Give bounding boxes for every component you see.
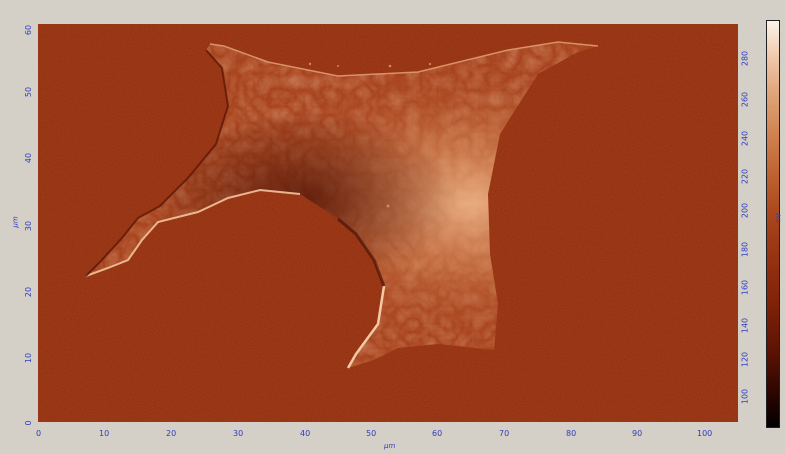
- y-tick: 60: [24, 24, 33, 36]
- colorbar-tick: 240: [740, 130, 750, 147]
- x-tick: 30: [233, 429, 244, 438]
- x-tick: 70: [499, 429, 510, 438]
- colorbar-tick: 200: [740, 202, 750, 219]
- colorbar[interactable]: [766, 20, 780, 428]
- colorbar-tick: 180: [740, 241, 750, 258]
- afm-scan-image[interactable]: [38, 24, 738, 422]
- colorbar-tick: 280: [740, 50, 750, 67]
- y-tick: 0: [24, 420, 33, 426]
- y-tick: 30: [24, 220, 33, 232]
- x-tick: 60: [432, 429, 443, 438]
- colorbar-tick: 120: [740, 351, 750, 368]
- y-tick: 10: [24, 352, 33, 364]
- x-tick: 10: [99, 429, 110, 438]
- colorbar-tick: 100: [740, 388, 750, 405]
- x-tick: 80: [566, 429, 577, 438]
- colorbar-tick: 220: [740, 168, 750, 185]
- colorbar-tick: 260: [740, 91, 750, 108]
- x-tick: 40: [300, 429, 311, 438]
- x-axis-unit: μm: [384, 442, 396, 450]
- colorbar-tick: 140: [740, 317, 750, 334]
- y-axis-unit: μm: [11, 216, 20, 228]
- y-tick: 50: [24, 86, 33, 98]
- afm-scan-svg: [38, 24, 738, 422]
- y-tick: 40: [24, 152, 33, 164]
- y-tick: 20: [24, 286, 33, 298]
- x-tick: 90: [632, 429, 643, 438]
- x-tick: 0: [36, 429, 42, 438]
- x-tick: 20: [166, 429, 177, 438]
- debris-particles: [308, 62, 432, 208]
- x-tick: 50: [366, 429, 377, 438]
- x-tick: 100: [697, 429, 713, 438]
- colorbar-unit: nV: [774, 213, 783, 223]
- colorbar-tick: 160: [740, 279, 750, 296]
